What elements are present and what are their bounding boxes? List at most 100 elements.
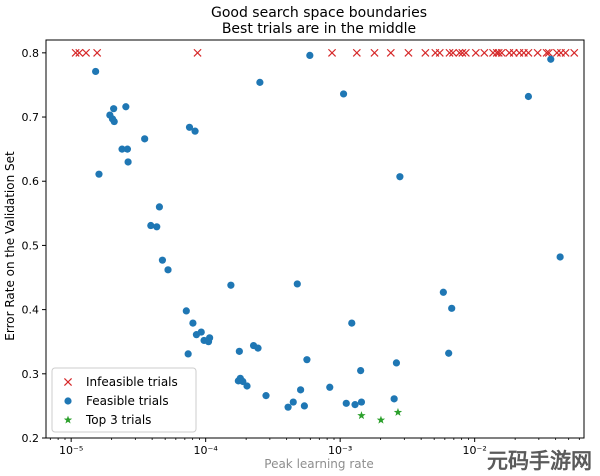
legend-label: Top 3 trials <box>85 413 151 427</box>
infeasible-point <box>386 48 395 57</box>
infeasible-point <box>328 48 337 57</box>
feasible-point <box>141 135 149 143</box>
feasible-point <box>124 158 132 166</box>
x-tick-label: 10⁻³ <box>328 444 352 457</box>
feasible-point <box>357 366 365 375</box>
x-axis-ticks: 10⁻⁵ 10⁻⁴ 10⁻³ 10⁻² <box>49 438 580 457</box>
feasible-point <box>164 266 172 274</box>
feasible-point <box>182 307 190 315</box>
feasible-point <box>547 55 555 63</box>
feasible-point <box>351 401 359 409</box>
feasible-point <box>153 223 161 231</box>
infeasible-point <box>480 48 489 57</box>
infeasible-point <box>489 48 498 57</box>
feasible-point <box>92 67 100 76</box>
feasible-point <box>342 399 350 407</box>
feasible-point <box>390 395 398 403</box>
infeasible-point <box>71 48 80 57</box>
feasible-point <box>158 256 167 264</box>
feasible-point <box>155 203 164 211</box>
feasible-point <box>184 350 192 358</box>
top-trial-point <box>376 415 386 424</box>
feasible-point <box>110 105 118 113</box>
infeasible-point <box>458 48 467 57</box>
feasible-point <box>123 145 132 153</box>
feasible-point <box>256 78 264 86</box>
infeasible-point <box>542 48 551 57</box>
y-axis-label: Error Rate on the Validation Set <box>3 151 17 341</box>
y-tick-label: 0.3 <box>22 368 40 381</box>
legend: Infeasible trials Feasible trials Top 3 tr… <box>51 367 197 433</box>
infeasible-point <box>435 48 444 57</box>
feasible-point <box>235 347 243 355</box>
feasible-point <box>303 356 311 364</box>
y-tick-label: 0.6 <box>22 175 40 188</box>
feasible-point <box>189 319 197 327</box>
infeasible-point <box>445 48 454 57</box>
legend-label: Infeasible trials <box>86 375 178 389</box>
x-tick-label: 10⁻⁴ <box>194 444 219 457</box>
infeasible-point <box>533 48 542 57</box>
feasible-point <box>118 145 126 153</box>
infeasible-point <box>93 48 102 57</box>
feasible-point <box>348 319 356 327</box>
top-trial-point <box>357 411 366 420</box>
feasible-point <box>392 359 401 367</box>
plot-area <box>45 39 585 439</box>
feasible-point <box>556 253 564 261</box>
feasible-point <box>204 338 213 346</box>
infeasible-point <box>509 48 518 57</box>
feasible-point <box>293 280 301 288</box>
feasible-point <box>254 344 262 352</box>
x-tick-label: 10⁻⁵ <box>59 444 83 457</box>
feasible-point <box>289 398 297 406</box>
feasible-point <box>339 90 348 98</box>
watermark-text: 元码手游网 <box>487 449 592 473</box>
infeasible-point <box>448 48 458 57</box>
feasible-point <box>448 304 456 312</box>
data-points <box>71 48 579 424</box>
feasible-point <box>110 117 118 126</box>
legend-label: Feasible trials <box>86 394 169 408</box>
infeasible-point <box>370 48 379 57</box>
infeasible-point <box>544 48 553 57</box>
legend-marker <box>64 397 72 405</box>
infeasible-point <box>82 48 91 57</box>
infeasible-point <box>524 48 533 57</box>
infeasible-point <box>570 48 579 57</box>
feasible-point <box>227 281 235 289</box>
infeasible-point <box>561 48 570 57</box>
y-axis-ticks: 0.2 0.3 0.4 0.5 0.6 0.7 0.8 <box>22 47 46 445</box>
feasible-point <box>445 349 453 357</box>
legend-box <box>51 367 197 433</box>
feasible-point <box>300 402 308 410</box>
x-axis-label: Peak learning rate <box>264 457 373 471</box>
infeasible-point <box>193 48 202 57</box>
feasible-point <box>326 383 334 391</box>
feasible-point <box>122 103 130 111</box>
infeasible-point <box>404 48 413 57</box>
y-tick-label: 0.2 <box>22 432 40 445</box>
top-trial-point <box>393 407 403 416</box>
chart-subtitle: Best trials are in the middle <box>222 21 416 37</box>
feasible-point <box>191 127 199 135</box>
feasible-point <box>297 386 305 394</box>
feasible-point <box>396 173 404 181</box>
infeasible-point <box>352 48 361 57</box>
infeasible-point <box>75 48 84 57</box>
feasible-point <box>284 403 292 411</box>
y-tick-label: 0.8 <box>22 47 40 60</box>
feasible-point <box>262 392 270 400</box>
infeasible-point <box>497 48 506 57</box>
y-tick-label: 0.5 <box>22 239 40 252</box>
legend-marker <box>63 415 73 424</box>
feasible-point <box>243 382 251 390</box>
feasible-point <box>185 123 194 131</box>
chart-title: Good search space boundaries <box>211 5 427 21</box>
feasible-point <box>147 221 155 230</box>
feasible-point <box>439 288 447 296</box>
y-tick-label: 0.4 <box>22 304 40 317</box>
infeasible-point <box>494 48 503 57</box>
legend-marker <box>63 377 73 387</box>
